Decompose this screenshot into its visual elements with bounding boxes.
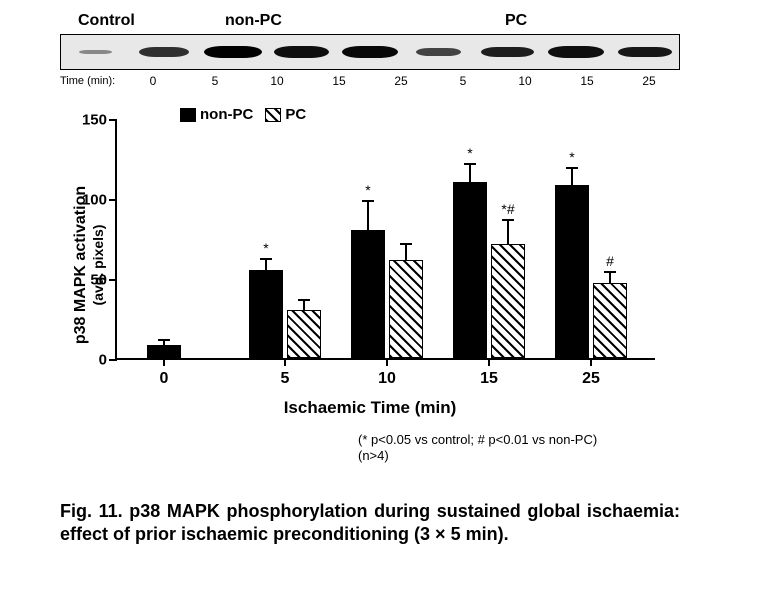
blot-lane [610,35,679,69]
blot-panel: Control non-PC PC Time (min): 0510152551… [60,12,680,88]
error-bar [405,244,407,260]
x-tick [590,358,592,366]
bar-PC [491,244,525,358]
significance-marker: * [263,240,268,256]
significance-marker: * [467,145,472,161]
blot-lane [61,35,130,69]
error-bar [367,201,369,230]
significance-marker: # [606,253,614,269]
blot-time-cell: 15 [308,74,370,88]
blot-strip [60,34,680,70]
error-cap [502,219,514,221]
stat-footnote: (* p<0.05 vs control; # p<0.01 vs non-PC… [358,432,597,463]
x-tick [488,358,490,366]
bar-non-PC [351,230,385,358]
blot-band [416,48,461,56]
x-axis-label: Ischaemic Time (min) [284,398,457,418]
x-tick [284,358,286,366]
bar-PC [287,310,321,358]
plot-area: 05010015005*10*15**#25*# [115,120,655,360]
blot-band [618,47,672,58]
y-tick-label: 0 [77,352,107,369]
blot-band [139,47,189,57]
bar-non-PC [555,185,589,358]
x-tick-label: 5 [281,370,290,388]
blot-lane [130,35,199,69]
error-cap [298,299,310,301]
x-tick-label: 25 [582,370,600,388]
blot-time-row: Time (min): 051015255101525 [60,74,680,88]
error-bar [265,259,267,270]
x-tick [163,358,165,366]
blot-time-cell: 10 [494,74,556,88]
chart: p38 MAPK activation (avg. pixels) non-PC… [60,110,680,420]
blot-band [548,46,603,57]
blot-time-cell: 25 [370,74,432,88]
figure-caption: Fig. 11. p38 MAPK phosphorylation during… [60,500,680,545]
y-tick [109,199,117,201]
blot-time-cell: 25 [618,74,680,88]
footnote-line2: (n>4) [358,448,597,464]
blot-band [79,50,112,55]
y-tick-label: 150 [77,112,107,129]
x-tick [386,358,388,366]
blot-lane [336,35,405,69]
blot-label-control: Control [78,12,135,30]
blot-band [204,46,262,58]
blot-time-cell: 15 [556,74,618,88]
bar-non-PC [249,270,283,358]
blot-band [481,47,533,57]
bar-non-PC [453,182,487,358]
bar-non-PC [147,345,181,358]
blot-time-cell: 5 [432,74,494,88]
blot-time-cell: 0 [122,74,184,88]
blot-lane [198,35,267,69]
blot-time-cell: 10 [246,74,308,88]
blot-label-pc: PC [505,12,527,30]
bar-PC [593,283,627,358]
bar-PC [389,260,423,358]
y-axis-label: p38 MAPK activation (avg. pixels) [72,186,106,344]
ylabel-line1: p38 MAPK activation [72,186,89,344]
blot-group-labels: Control non-PC PC [60,12,680,34]
error-cap [400,243,412,245]
ylabel-line2: (avg. pixels) [90,186,106,344]
footnote-line1: (* p<0.05 vs control; # p<0.01 vs non-PC… [358,432,597,448]
y-tick-label: 50 [77,272,107,289]
y-tick [109,359,117,361]
y-tick [109,119,117,121]
error-cap [362,200,374,202]
error-bar [609,272,611,283]
y-tick [109,279,117,281]
blot-time-cells: 051015255101525 [122,74,680,88]
error-cap [604,271,616,273]
blot-time-axis-label: Time (min): [60,75,122,87]
x-tick-label: 10 [378,370,396,388]
y-tick-label: 100 [77,192,107,209]
error-cap [566,167,578,169]
error-cap [260,258,272,260]
significance-marker: * [365,182,370,198]
blot-lane [542,35,611,69]
error-bar [469,164,471,182]
significance-marker: *# [501,201,514,217]
significance-marker: * [569,149,574,165]
blot-lane [404,35,473,69]
error-bar [163,340,165,345]
blot-band [342,46,399,58]
blot-label-nonpc: non-PC [225,12,282,30]
error-bar [303,300,305,310]
error-bar [571,168,573,186]
x-tick-label: 0 [160,370,169,388]
x-tick-label: 15 [480,370,498,388]
blot-lane [267,35,336,69]
blot-time-cell: 5 [184,74,246,88]
blot-lane [473,35,542,69]
error-bar [507,220,509,244]
blot-band [274,46,329,57]
error-cap [464,163,476,165]
error-cap [158,339,170,341]
